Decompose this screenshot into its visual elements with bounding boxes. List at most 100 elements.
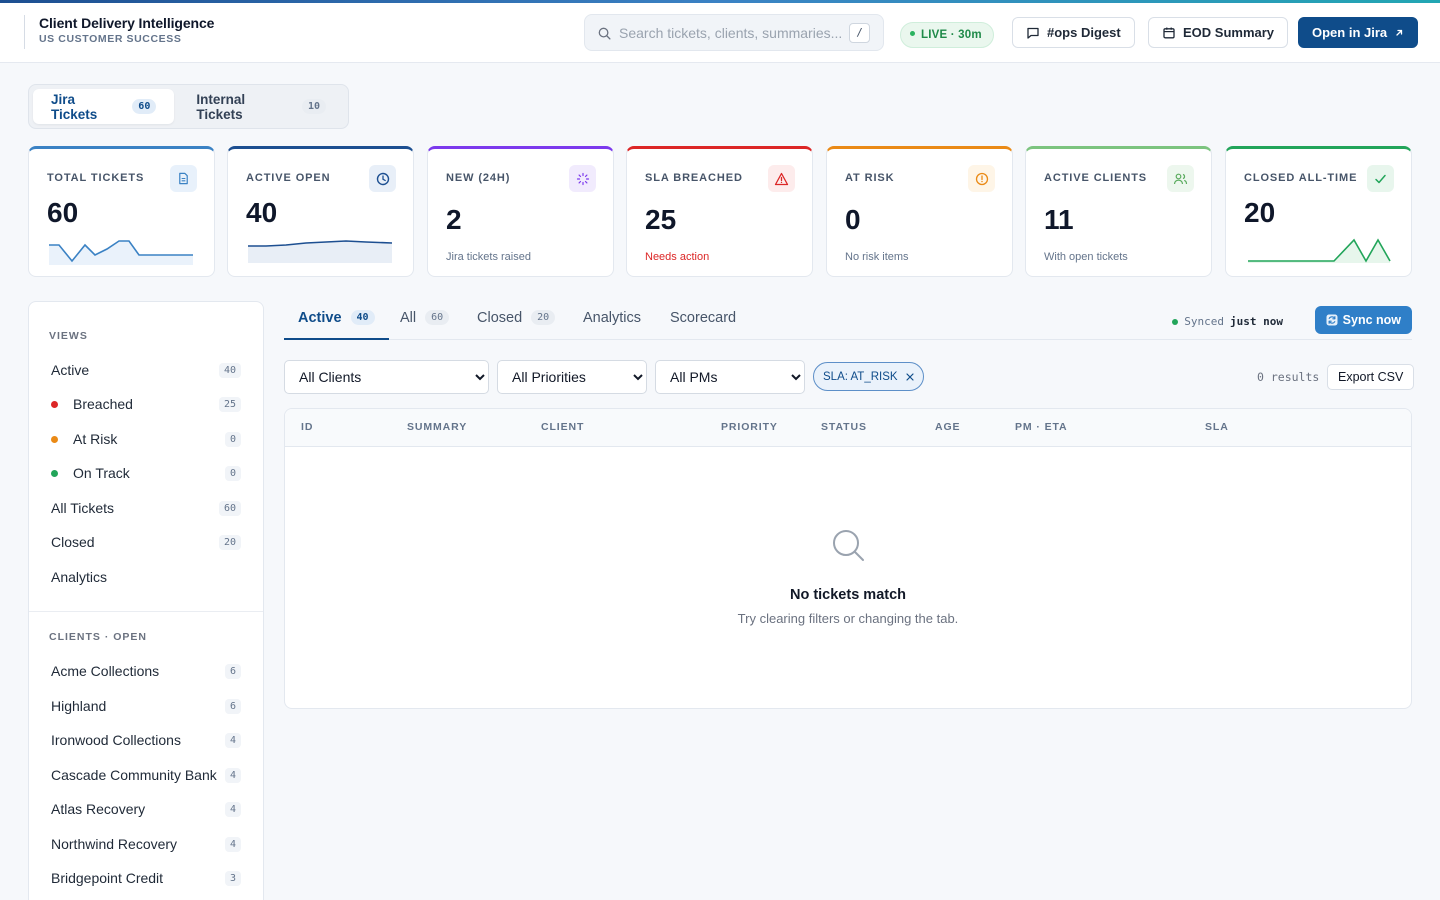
sidebar-item-label: All Tickets xyxy=(51,500,115,516)
sidebar-item-count: 20 xyxy=(218,534,241,550)
client-filter-select[interactable]: All Clients xyxy=(284,360,489,394)
tab-scorecard[interactable]: Scorecard xyxy=(670,310,736,340)
client-item[interactable]: Ironwood Collections 4 xyxy=(39,725,253,755)
live-label: LIVE · 30m xyxy=(921,29,982,41)
kpi-subtext: With open tickets xyxy=(1044,251,1128,263)
client-count: 4 xyxy=(224,767,241,783)
kpi-total-tickets: TOTAL TICKETS 60 xyxy=(28,146,215,277)
search-input[interactable] xyxy=(619,23,841,43)
sidebar-divider xyxy=(29,611,263,612)
kpi-at-risk: AT RISK 0 No risk items xyxy=(826,146,1013,277)
client-count: 4 xyxy=(224,732,241,748)
priority-filter-select[interactable]: All Priorities xyxy=(497,360,647,394)
kpi-subtext: Needs action xyxy=(645,251,710,263)
sidebar-item-at-risk[interactable]: At Risk 0 xyxy=(39,424,253,454)
empty-state-subtitle: Try clearing filters or changing the tab… xyxy=(737,611,959,626)
client-name: Bridgepoint Credit xyxy=(51,870,164,886)
sidebar-item-label: Analytics xyxy=(51,569,108,585)
ops-digest-button[interactable]: #ops Digest xyxy=(1012,17,1135,48)
tab-active[interactable]: Active 40 xyxy=(284,310,389,340)
clients-heading: CLIENTS · OPEN xyxy=(49,631,148,643)
sidebar-item-breached[interactable]: Breached 25 xyxy=(39,389,253,419)
kpi-value: 25 xyxy=(645,204,677,235)
search-empty-icon xyxy=(833,530,864,561)
column-header-summary[interactable]: SUMMARY xyxy=(407,421,468,433)
sync-status: Synced just now xyxy=(1172,315,1283,328)
sidebar-item-count: 60 xyxy=(218,500,241,516)
column-header-age[interactable]: AGE xyxy=(935,421,961,433)
column-header-priority[interactable]: PRIORITY xyxy=(721,421,778,433)
client-item[interactable]: Acme Collections 6 xyxy=(39,656,253,686)
client-item[interactable]: Atlas Recovery 4 xyxy=(39,794,253,824)
kpi-active-open: ACTIVE OPEN 40 xyxy=(227,146,414,277)
app-subtitle: US CUSTOMER SUCCESS xyxy=(39,33,182,45)
sla-filter-chip[interactable]: SLA: AT_RISK xyxy=(813,362,924,391)
search-shortcut: / xyxy=(849,23,870,43)
sidebar-item-count: 40 xyxy=(218,362,241,378)
client-item[interactable]: Northwind Recovery 4 xyxy=(39,829,253,859)
column-header-id[interactable]: ID xyxy=(301,421,314,433)
kpi-label: SLA BREACHED xyxy=(645,172,743,184)
tab-jira-tickets[interactable]: Jira Tickets 60 xyxy=(33,89,175,124)
column-header-status[interactable]: STATUS xyxy=(821,421,867,433)
sync-prefix: Synced xyxy=(1184,315,1225,328)
results-count: 0 results xyxy=(1257,370,1320,384)
export-csv-button[interactable]: Export CSV xyxy=(1327,364,1415,390)
ticket-source-tabs: Jira Tickets 60 Internal Tickets 10 xyxy=(28,84,349,129)
sidebar-item-count: 25 xyxy=(218,396,241,412)
eod-summary-button[interactable]: EOD Summary xyxy=(1148,17,1289,48)
tab-count: 10 xyxy=(301,99,326,114)
tab-label: All xyxy=(400,310,417,326)
kpi-subtext: No risk items xyxy=(845,251,909,263)
client-item[interactable]: Highland 6 xyxy=(39,691,253,721)
ops-digest-label: #ops Digest xyxy=(1047,25,1121,40)
kpi-label: CLOSED ALL-TIME xyxy=(1244,172,1358,184)
kpi-value: 60 xyxy=(47,197,79,228)
kpi-value: 11 xyxy=(1044,204,1074,235)
live-badge: LIVE · 30m xyxy=(900,22,994,48)
sidebar: VIEWS Active 40 Breached 25 At Risk 0 On… xyxy=(28,301,264,900)
app-header: Client Delivery Intelligence US CUSTOMER… xyxy=(0,3,1440,63)
refresh-icon xyxy=(1326,314,1338,326)
status-dot xyxy=(51,435,58,443)
client-item[interactable]: Bridgepoint Credit 3 xyxy=(39,863,253,893)
tab-closed[interactable]: Closed 20 xyxy=(477,310,556,340)
kpi-sla-breached: SLA BREACHED 25 Needs action xyxy=(626,146,813,277)
eod-summary-label: EOD Summary xyxy=(1183,25,1275,40)
column-header-pm-eta[interactable]: PM · ETA xyxy=(1015,421,1068,433)
sidebar-item-analytics[interactable]: Analytics xyxy=(39,562,253,592)
client-item[interactable]: Cascade Community Bank 4 xyxy=(39,760,253,790)
client-name: Northwind Recovery xyxy=(51,836,178,852)
column-header-sla[interactable]: SLA xyxy=(1205,421,1229,433)
tab-analytics[interactable]: Analytics xyxy=(583,310,641,340)
spinner-icon xyxy=(569,165,596,192)
status-dot xyxy=(51,469,58,477)
open-in-jira-label: Open in Jira xyxy=(1312,25,1388,40)
sync-now-button[interactable]: Sync now xyxy=(1314,306,1412,334)
tab-label: Internal Tickets xyxy=(196,91,246,122)
column-header-client[interactable]: CLIENT xyxy=(541,421,585,433)
kpi-active-clients: ACTIVE CLIENTS 11 With open tickets xyxy=(1025,146,1212,277)
kpi-value: 20 xyxy=(1244,197,1276,228)
sidebar-item-count: 0 xyxy=(224,431,241,447)
pm-filter-select[interactable]: All PMs xyxy=(655,360,805,394)
tab-label: Scorecard xyxy=(670,310,737,326)
tab-count: 20 xyxy=(531,310,556,325)
search-icon xyxy=(598,27,611,40)
close-icon[interactable] xyxy=(905,372,914,381)
open-in-jira-button[interactable]: Open in Jira xyxy=(1298,17,1419,48)
client-name: Atlas Recovery xyxy=(51,801,146,817)
tab-internal-tickets[interactable]: Internal Tickets 10 xyxy=(178,89,344,124)
sidebar-item-all-tickets[interactable]: All Tickets 60 xyxy=(39,493,253,523)
kpi-label: ACTIVE CLIENTS xyxy=(1044,172,1148,184)
main-tabs: Active 40 All 60 Closed 20 Analytics Sco… xyxy=(284,300,1412,340)
sidebar-item-active[interactable]: Active 40 xyxy=(39,355,253,385)
tab-all[interactable]: All 60 xyxy=(400,310,450,340)
sync-dot xyxy=(1172,318,1179,325)
sidebar-item-closed[interactable]: Closed 20 xyxy=(39,527,253,557)
tab-count: 40 xyxy=(350,310,375,325)
client-count: 4 xyxy=(224,801,241,817)
sidebar-item-on-track[interactable]: On Track 0 xyxy=(39,458,253,488)
tab-count: 60 xyxy=(425,310,450,325)
live-dot xyxy=(910,31,915,37)
